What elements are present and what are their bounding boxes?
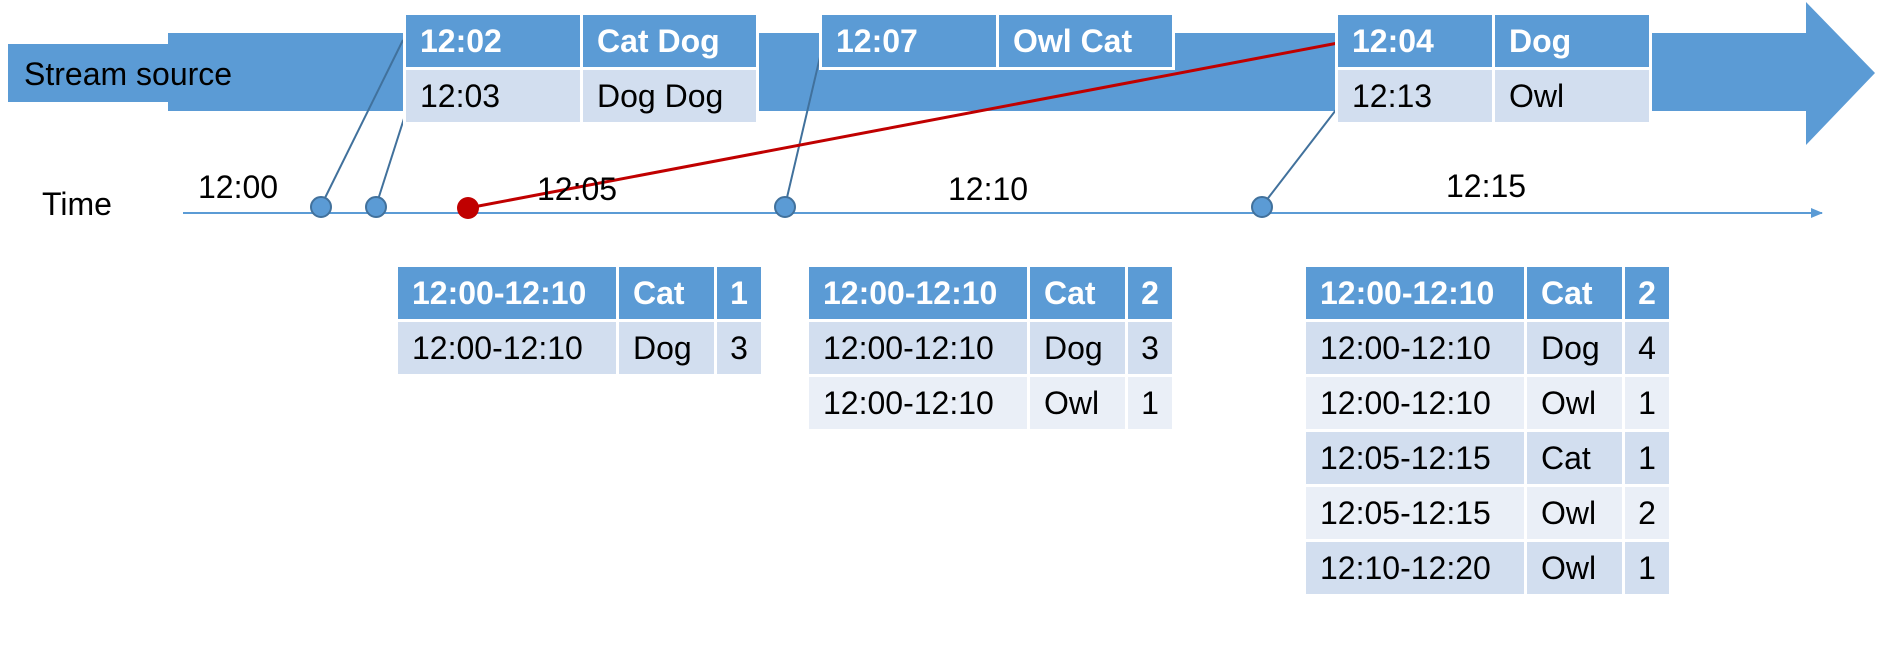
result-key: Owl: [1524, 539, 1625, 597]
connector-event-1203: [320, 39, 404, 207]
time-label: Time: [42, 186, 112, 222]
result-key: Cat: [1524, 264, 1625, 322]
event-time: 12:03: [403, 67, 583, 125]
result-count: 1: [1622, 429, 1672, 487]
late-event-connector: [467, 41, 1339, 210]
result-key: Cat: [1524, 429, 1625, 487]
result-row: 12:00-12:10 Cat 2: [1303, 264, 1672, 322]
result-count: 2: [1622, 484, 1672, 542]
result-count: 1: [714, 264, 764, 322]
result-window: 12:05-12:15: [1303, 429, 1527, 487]
event-time: 12:13: [1335, 67, 1495, 125]
event-row: 12:07 Owl Cat: [819, 12, 1175, 70]
result-count: 3: [1125, 319, 1175, 377]
event-table-3: 12:04 Dog 12:13 Owl: [1335, 12, 1652, 125]
result-window: 12:00-12:10: [1303, 374, 1527, 432]
event-time: 12:04: [1335, 12, 1495, 70]
time-tick-1215: 12:15: [1446, 168, 1527, 204]
result-row: 12:00-12:10 Cat 1: [395, 264, 764, 322]
result-row: 12:00-12:10 Dog 3: [806, 319, 1175, 377]
event-time: 12:02: [403, 12, 583, 70]
event-table-2: 12:07 Owl Cat: [819, 12, 1175, 70]
event-row: 12:04 Dog: [1335, 12, 1652, 70]
connector-event-1207: [784, 39, 825, 207]
result-row: 12:00-12:10 Cat 2: [806, 264, 1175, 322]
stream-source-label: Stream source: [24, 56, 233, 92]
result-window: 12:00-12:10: [395, 319, 619, 377]
time-point-event-1202: [365, 196, 387, 218]
result-table-2: 12:00-12:10 Cat 2 12:00-12:10 Dog 3 12:0…: [806, 264, 1175, 432]
event-values: Owl Cat: [996, 12, 1175, 70]
result-key: Dog: [1027, 319, 1128, 377]
result-window: 12:05-12:15: [1303, 484, 1527, 542]
result-window: 12:00-12:10: [806, 319, 1030, 377]
time-tick-1205: 12:05: [537, 171, 618, 207]
time-tick-1210: 12:10: [948, 171, 1029, 207]
result-row: 12:00-12:10 Owl 1: [1303, 374, 1672, 432]
result-count: 1: [1622, 539, 1672, 597]
result-window: 12:10-12:20: [1303, 539, 1527, 597]
result-count: 2: [1125, 264, 1175, 322]
event-values: Cat Dog: [580, 12, 759, 70]
time-tick-1200: 12:00: [198, 169, 279, 205]
connector-event-1202: [375, 105, 409, 207]
result-window: 12:00-12:10: [395, 264, 619, 322]
result-row: 12:05-12:15 Owl 2: [1303, 484, 1672, 542]
result-key: Owl: [1524, 374, 1625, 432]
event-values: Dog: [1492, 12, 1652, 70]
result-window: 12:00-12:10: [1303, 264, 1527, 322]
result-key: Cat: [616, 264, 717, 322]
event-table-1: 12:02 Cat Dog 12:03 Dog Dog: [403, 12, 759, 125]
result-key: Dog: [616, 319, 717, 377]
result-count: 4: [1622, 319, 1672, 377]
event-values: Dog Dog: [580, 67, 759, 125]
result-count: 3: [714, 319, 764, 377]
event-row: 12:02 Cat Dog: [403, 12, 759, 70]
time-point-event-1207: [774, 196, 796, 218]
result-key: Cat: [1027, 264, 1128, 322]
connector-event-1213: [1261, 105, 1340, 207]
result-row: 12:00-12:10 Owl 1: [806, 374, 1175, 432]
result-row: 12:05-12:15 Cat 1: [1303, 429, 1672, 487]
result-window: 12:00-12:10: [806, 264, 1030, 322]
result-table-1: 12:00-12:10 Cat 1 12:00-12:10 Dog 3: [395, 264, 764, 377]
result-key: Owl: [1027, 374, 1128, 432]
time-point-event-1203: [310, 196, 332, 218]
late-event-point: [457, 197, 479, 219]
result-table-3: 12:00-12:10 Cat 2 12:00-12:10 Dog 4 12:0…: [1303, 264, 1672, 597]
result-window: 12:00-12:10: [1303, 319, 1527, 377]
event-row: 12:03 Dog Dog: [403, 67, 759, 125]
result-row: 12:00-12:10 Dog 3: [395, 319, 764, 377]
result-count: 1: [1125, 374, 1175, 432]
result-count: 1: [1622, 374, 1672, 432]
result-key: Owl: [1524, 484, 1625, 542]
event-time: 12:07: [819, 12, 999, 70]
result-key: Dog: [1524, 319, 1625, 377]
event-values: Owl: [1492, 67, 1652, 125]
event-row: 12:13 Owl: [1335, 67, 1652, 125]
time-point-event-1213: [1251, 196, 1273, 218]
result-count: 2: [1622, 264, 1672, 322]
result-row: 12:00-12:10 Dog 4: [1303, 319, 1672, 377]
result-window: 12:00-12:10: [806, 374, 1030, 432]
result-row: 12:10-12:20 Owl 1: [1303, 539, 1672, 597]
